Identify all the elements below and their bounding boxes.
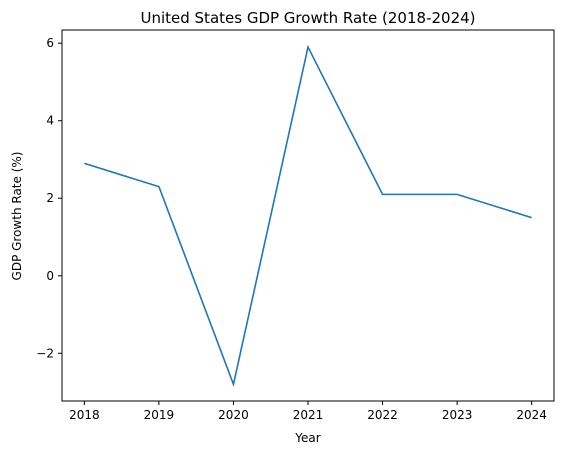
y-axis-label: GDP Growth Rate (%) <box>10 152 24 281</box>
x-tick-label: 2019 <box>144 408 175 422</box>
chart-title: United States GDP Growth Rate (2018-2024… <box>140 9 475 27</box>
y-tick-label: −2 <box>36 346 54 360</box>
x-tick-label: 2023 <box>442 408 473 422</box>
y-tick-label: 2 <box>46 191 54 205</box>
plot-area <box>84 44 532 388</box>
y-tick-label: 6 <box>46 36 54 50</box>
series-line <box>84 44 532 388</box>
y-axis: −2 0 2 4 6 <box>36 36 62 360</box>
x-tick-label: 2024 <box>516 408 547 422</box>
y-tick-label: 4 <box>46 114 54 128</box>
y-tick-label: 0 <box>46 269 54 283</box>
x-tick-label: 2018 <box>69 408 100 422</box>
x-axis: 2018 2019 2020 2021 2022 2023 2024 <box>69 401 547 422</box>
x-tick-label: 2021 <box>293 408 324 422</box>
x-tick-label: 2022 <box>367 408 398 422</box>
x-tick-label: 2020 <box>218 408 249 422</box>
x-axis-label: Year <box>294 431 320 445</box>
